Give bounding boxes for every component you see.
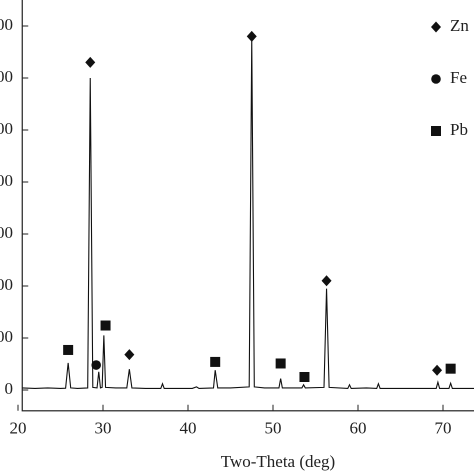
legend-marker [431, 126, 441, 136]
marker [445, 363, 456, 374]
marker [124, 349, 135, 361]
legend-marker [431, 74, 441, 84]
y-tick-label: 0 [5, 379, 14, 398]
y-tick-label: 4000 [0, 171, 13, 190]
marker [91, 360, 101, 370]
legend-label: Zn [450, 16, 469, 35]
marker [246, 30, 257, 42]
marker [210, 356, 221, 367]
marker [299, 372, 310, 382]
plot-frame [21, 0, 474, 412]
x-tick-label: 60 [350, 419, 367, 438]
x-tick-label: 40 [180, 419, 197, 438]
marker [100, 320, 111, 331]
y-tick-label: 7000 [0, 15, 13, 34]
x-tick-label: 70 [435, 419, 452, 438]
pattern-line [22, 38, 474, 390]
legend-marker [431, 21, 441, 33]
y-tick-label: 1000 [0, 327, 13, 346]
marker [85, 56, 96, 68]
x-tick-label: 20 [10, 419, 27, 438]
marker [432, 364, 443, 376]
legend-label: Pb [450, 120, 468, 139]
y-tick-label: 3000 [0, 223, 13, 242]
x-axis-title: Two-Theta (deg) [221, 452, 335, 471]
y-tick-label: 6000 [0, 67, 13, 86]
x-tick-label: 50 [265, 419, 282, 438]
y-tick-label: 5000 [0, 119, 13, 138]
marker [275, 358, 286, 369]
marker [321, 275, 332, 287]
marker [63, 344, 74, 355]
legend-label: Fe [450, 68, 467, 87]
x-tick-label: 30 [95, 419, 112, 438]
y-tick-label: 2000 [0, 275, 13, 294]
